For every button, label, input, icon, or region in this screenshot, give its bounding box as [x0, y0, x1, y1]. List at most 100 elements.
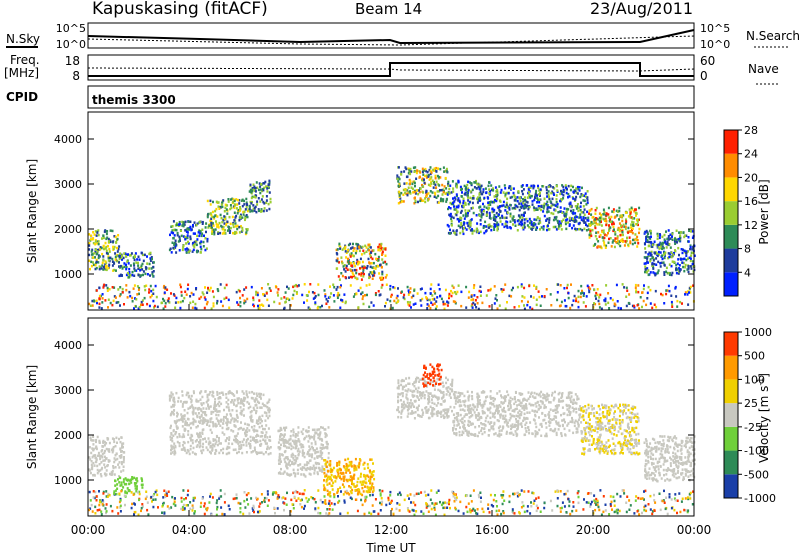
velocity-cell [256, 433, 258, 437]
power-cell [657, 250, 660, 254]
velocity-cell [353, 466, 356, 469]
power-cell [477, 307, 480, 311]
velocity-cell [225, 452, 228, 456]
power-cell [579, 208, 582, 212]
power-cell [376, 264, 379, 268]
power-cell [598, 212, 601, 215]
power-cell [433, 290, 436, 293]
velocity-cell [202, 448, 205, 452]
power-cell [614, 303, 617, 307]
power-cell [133, 264, 136, 267]
power-cell [577, 305, 580, 309]
power-cell [449, 212, 452, 216]
velocity-cell [256, 440, 259, 444]
power-cell [236, 203, 239, 206]
power-cell [382, 261, 385, 264]
velocity-cell [91, 465, 94, 468]
power-cell [422, 191, 425, 194]
power-cell [538, 207, 541, 210]
power-cell [335, 267, 338, 270]
power-cell [355, 262, 358, 265]
power-cell [280, 297, 283, 300]
power-cell [412, 294, 415, 298]
velocity-cell [99, 473, 102, 476]
power-cell [588, 223, 591, 226]
power-cell [476, 302, 479, 305]
velocity-cell [241, 440, 244, 443]
power-cell [516, 229, 519, 232]
velocity-cell [284, 429, 286, 432]
power-cell [201, 232, 204, 235]
power-cell [582, 294, 585, 297]
power-cell [453, 208, 456, 211]
velocity-cell [260, 418, 262, 421]
power-cell [137, 288, 140, 292]
power-cell [431, 179, 434, 182]
velocity-cell [262, 427, 264, 431]
power-cell [596, 288, 599, 291]
velocity-cell [288, 446, 290, 449]
power-cell [479, 294, 482, 297]
velocity-cell [293, 458, 296, 462]
power-cell [680, 258, 683, 261]
power-cell [114, 258, 117, 261]
velocity-cell [174, 421, 177, 424]
velocity-cell [261, 424, 263, 428]
power-cell [213, 215, 216, 219]
power-cell [94, 230, 97, 233]
velocity-cell [92, 448, 95, 451]
velocity-cell [216, 393, 219, 396]
power-cell [424, 197, 427, 200]
power-cell [582, 301, 585, 304]
power-cell [523, 218, 526, 221]
power-cell [434, 307, 437, 311]
power-cell [678, 239, 681, 243]
velocity-cell [302, 473, 305, 476]
power-cell [205, 222, 208, 225]
velocity-cell [264, 419, 267, 422]
power-cell [564, 220, 567, 224]
power-cell [190, 291, 193, 295]
velocity-cell [305, 463, 308, 467]
power-cell [140, 274, 142, 277]
power-cell [357, 262, 360, 265]
power-cell [111, 303, 114, 307]
power-cell [368, 262, 371, 265]
velocity-cell [180, 413, 183, 416]
power-cell [675, 268, 677, 271]
power-cell [655, 263, 658, 266]
power-cell [468, 290, 471, 294]
power-cell [494, 219, 497, 223]
power-cell [621, 240, 624, 243]
velocity-cell [223, 433, 226, 436]
power-cell [568, 195, 571, 198]
power-cell [531, 200, 534, 203]
velocity-cell [118, 481, 121, 484]
power-cell [443, 307, 446, 311]
velocity-cell [103, 444, 106, 447]
power-cell [523, 304, 525, 307]
velocity-cell [438, 378, 441, 381]
power-cell [98, 286, 101, 289]
power-cell [659, 242, 662, 245]
power-cell [152, 292, 155, 295]
power-cell [572, 190, 575, 194]
power-cell [192, 224, 194, 227]
power-cell [129, 273, 132, 277]
power-cell [534, 191, 537, 195]
velocity-cell [278, 446, 281, 449]
velocity-cell [189, 426, 192, 430]
power-cell [576, 228, 579, 231]
power-cell [639, 296, 642, 299]
power-cell [636, 245, 639, 248]
velocity-cell [104, 466, 107, 469]
velocity-cell [422, 411, 425, 414]
velocity-cell [417, 386, 420, 390]
power-cell [173, 294, 176, 297]
power-cell [246, 228, 249, 231]
velocity-cell [314, 461, 317, 465]
velocity-cell [338, 460, 341, 464]
power-cell [201, 220, 204, 224]
power-cell [559, 199, 562, 203]
power-cell [488, 214, 491, 217]
